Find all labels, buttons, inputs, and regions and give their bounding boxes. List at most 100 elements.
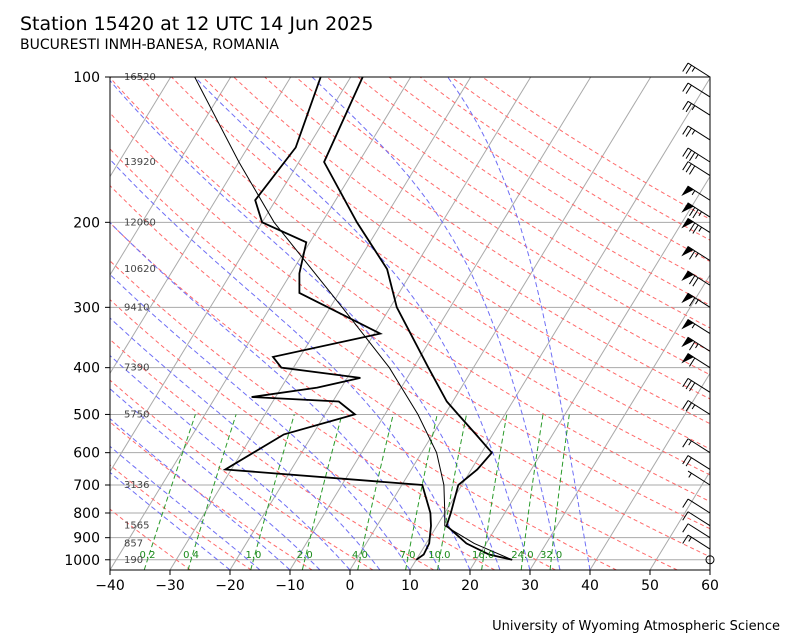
x-tick-label: 30 bbox=[521, 578, 539, 594]
credit-text: University of Wyoming Atmospheric Scienc… bbox=[492, 619, 780, 634]
dry-adiabat bbox=[110, 421, 313, 570]
wind-barb bbox=[687, 470, 711, 486]
dry-adiabat bbox=[110, 260, 556, 570]
dry-adiabat bbox=[295, 77, 710, 352]
y-tick-label: 100 bbox=[73, 70, 100, 86]
dry-adiabat bbox=[110, 379, 374, 570]
moist-adiabat bbox=[110, 354, 351, 570]
moist-adiabat bbox=[110, 221, 441, 570]
mixing-ratio-label: 32.0 bbox=[540, 550, 562, 561]
dry-adiabat bbox=[110, 298, 495, 570]
x-tick-label: −10 bbox=[275, 578, 305, 594]
wind-barb bbox=[681, 185, 711, 201]
isotherm-line bbox=[110, 77, 412, 570]
isotherm-line bbox=[349, 77, 652, 570]
dry-adiabat bbox=[450, 77, 710, 241]
x-tick-label: 50 bbox=[641, 578, 659, 594]
x-tick-label: 60 bbox=[701, 578, 719, 594]
dry-adiabat bbox=[482, 77, 710, 220]
moist-adiabat bbox=[311, 77, 561, 570]
x-tick-label: 40 bbox=[581, 578, 599, 594]
isotherm-line bbox=[409, 77, 710, 570]
height-label: 13920 bbox=[124, 157, 156, 168]
x-tick-label: −40 bbox=[95, 578, 125, 594]
wind-barb bbox=[681, 245, 711, 261]
wind-barb bbox=[682, 377, 711, 393]
mixing-ratio-label: 0.4 bbox=[183, 550, 199, 561]
height-label: 10620 bbox=[124, 264, 156, 275]
y-tick-label: 900 bbox=[73, 531, 100, 547]
height-label: 190 bbox=[124, 555, 143, 566]
isotherm-line bbox=[229, 77, 532, 570]
x-tick-label: −20 bbox=[215, 578, 245, 594]
dry-adiabat bbox=[110, 112, 710, 530]
wind-barb bbox=[682, 498, 711, 514]
parcel-path bbox=[194, 77, 513, 561]
mixing-ratio-line bbox=[549, 414, 570, 570]
mixing-ratio-line bbox=[405, 414, 438, 570]
mixing-ratio-line bbox=[187, 414, 237, 570]
moist-adiabat bbox=[110, 317, 381, 570]
moist-adiabat bbox=[110, 445, 261, 570]
y-tick-label: 300 bbox=[73, 300, 100, 316]
wind-barb bbox=[682, 400, 711, 415]
moist-adiabat bbox=[110, 418, 291, 570]
dry-adiabat bbox=[388, 77, 710, 284]
moist-adiabat bbox=[110, 388, 321, 570]
mixing-ratio-line bbox=[520, 414, 544, 570]
dry-adiabat bbox=[419, 77, 710, 263]
mixing-ratio-label: 4.0 bbox=[352, 550, 368, 561]
wind-barb bbox=[682, 523, 711, 539]
dry-adiabat bbox=[233, 77, 710, 400]
y-tick-label: 600 bbox=[73, 446, 100, 462]
dry-adiabat bbox=[326, 77, 710, 329]
isotherm-line bbox=[110, 77, 112, 80]
dry-adiabat bbox=[110, 508, 191, 570]
dry-adiabat bbox=[264, 77, 710, 376]
mixing-ratio-label: 1.0 bbox=[246, 550, 262, 561]
isotherm-line bbox=[110, 77, 352, 473]
x-tick-label: −30 bbox=[155, 578, 185, 594]
isotherm-line bbox=[110, 77, 292, 375]
wind-barb bbox=[682, 82, 711, 98]
mixing-ratio-line bbox=[250, 414, 295, 570]
isotherm-line bbox=[649, 470, 710, 570]
isotherm-line bbox=[529, 273, 710, 570]
y-tick-label: 800 bbox=[73, 506, 100, 522]
wind-barb bbox=[705, 555, 715, 565]
isotherm-line bbox=[709, 569, 710, 570]
y-tick-label: 700 bbox=[73, 478, 100, 494]
wind-barb bbox=[682, 161, 711, 176]
y-tick-label: 200 bbox=[73, 215, 100, 231]
mixing-ratio-line bbox=[481, 414, 508, 570]
wind-barb bbox=[682, 125, 711, 141]
dry-adiabat bbox=[171, 77, 710, 450]
moist-adiabat bbox=[110, 158, 471, 570]
height-label: 5750 bbox=[124, 409, 149, 420]
mixing-ratio-label: 0.2 bbox=[140, 550, 156, 561]
mixing-ratio-label: 7.0 bbox=[400, 550, 416, 561]
height-label: 857 bbox=[124, 538, 143, 549]
moist-adiabat bbox=[110, 273, 411, 570]
wind-barb bbox=[681, 318, 711, 335]
moist-adiabat bbox=[447, 77, 591, 570]
isotherm-line bbox=[589, 372, 710, 570]
wind-barb bbox=[682, 62, 711, 78]
dry-adiabat bbox=[110, 338, 435, 570]
isotherm-line bbox=[0, 77, 51, 570]
wind-barb bbox=[681, 217, 711, 234]
height-label: 12060 bbox=[124, 217, 156, 228]
height-label: 1565 bbox=[124, 521, 149, 532]
mixing-ratio-label: 24.0 bbox=[511, 550, 533, 561]
wind-barb bbox=[682, 438, 711, 454]
temperature-profile bbox=[323, 77, 513, 561]
x-tick-label: 0 bbox=[346, 578, 355, 594]
y-tick-label: 400 bbox=[73, 361, 100, 377]
wind-barb bbox=[681, 270, 711, 287]
wind-barb bbox=[681, 336, 711, 352]
mixing-ratio-line bbox=[357, 414, 394, 570]
isotherm-line bbox=[110, 77, 172, 178]
height-label: 7390 bbox=[124, 363, 149, 374]
dry-adiabat bbox=[202, 77, 710, 425]
